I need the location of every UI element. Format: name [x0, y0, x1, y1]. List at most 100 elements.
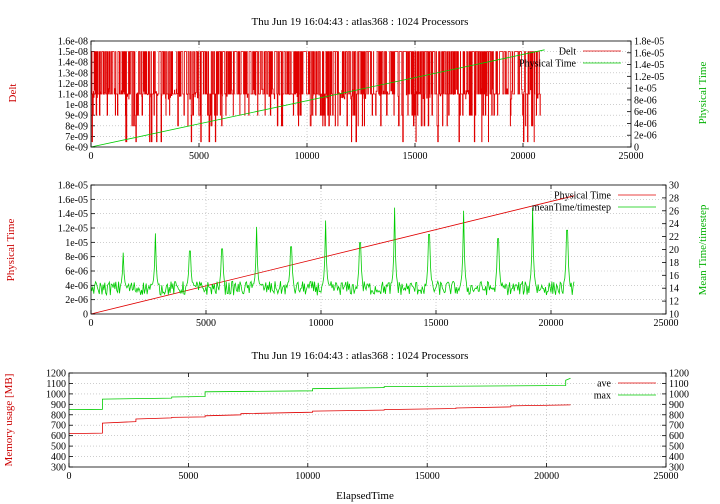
chart-2-y-tick-label: 1e-05 [65, 238, 88, 249]
chart-3-y-tick-label: 700 [51, 421, 66, 432]
chart-1-y-tick-label: 1.4e-08 [58, 58, 88, 69]
chart-1-y2-tick-label: 8e-06 [634, 95, 657, 106]
chart-2-y-tick-label: 1.2e-05 [58, 224, 88, 235]
chart-2-series-physical-time [90, 195, 575, 315]
chart-1-y-tick-label: 9e-09 [65, 111, 88, 122]
chart-3-y2-tick-label: 900 [669, 400, 684, 411]
chart-3-y2-tick-label: 300 [669, 463, 684, 474]
chart-3-series-max [68, 377, 571, 410]
chart-3-y2-tick-label: 1000 [669, 389, 689, 400]
chart-3-y2-tick-label: 800 [669, 410, 684, 421]
chart-2-x-tick-label: 0 [89, 318, 94, 329]
chart-1-x-tick-label: 20000 [511, 151, 536, 162]
chart-1-y2-tick-label: 1.2e-05 [634, 72, 664, 83]
chart-2-x-tick-label: 10000 [309, 318, 334, 329]
chart-1-x-tick-label: 25000 [619, 151, 644, 162]
chart-1-y2label: Physical Time [697, 62, 709, 125]
chart-2-y2-tick-label: 30 [669, 181, 679, 192]
chart-2: Physical Time Mean Time/timestep 0 5000 10… [5, 181, 709, 330]
chart-1-x-tick-label: 0 [89, 151, 94, 162]
chart-2-series-meantime-timestep [90, 207, 575, 297]
chart-1-x-tick-label: 5000 [189, 151, 209, 162]
chart-3-y-tick-label: 400 [51, 452, 66, 463]
chart-3-y-tick-label: 300 [51, 463, 66, 474]
chart-2-y-tick-label: 6e-06 [65, 267, 88, 278]
chart-2-y-tick-label: 8e-06 [65, 252, 88, 263]
chart-1-x-tick-label: 10000 [295, 151, 320, 162]
chart-1-title: Thu Jun 19 16:04:43 : atlas368 : 1024 Pr… [252, 16, 469, 28]
chart-3-x-tick-label: 20000 [534, 471, 559, 482]
chart-1-y-tick-label: 1e-08 [65, 100, 88, 111]
chart-2-y2-tick-label: 24 [669, 219, 679, 230]
chart-1-y-tick-label: 1.1e-08 [58, 90, 88, 101]
chart-3-y-tick-label: 1200 [46, 369, 66, 380]
chart-1-y2-tick-label: 1e-05 [634, 84, 657, 95]
chart-1-plot-area: 0 5000 10000 15000 20000 25000 6e-097e-098e-09… [58, 37, 665, 163]
chart-3-legend-label: max [594, 391, 611, 402]
chart-2-y-tick-label: 4e-06 [65, 281, 88, 292]
chart-1-y-tick-label: 1.5e-08 [58, 47, 88, 58]
chart-3-x-tick-label: 5000 [178, 471, 198, 482]
chart-3-title: Thu Jun 19 16:04:43 : atlas368 : 1024 Pr… [252, 350, 469, 362]
chart-2-y-tick-label: 1.4e-05 [58, 209, 88, 220]
chart-3-y2-tick-label: 500 [669, 442, 684, 453]
chart-3-y2-tick-label: 700 [669, 421, 684, 432]
chart-1-series-physical-time [90, 49, 545, 148]
chart-2-y-tick-label: 1.6e-05 [58, 195, 88, 206]
chart-1-y-tick-label: 6e-09 [65, 143, 88, 154]
chart-1-legend-label: Physical Time [519, 59, 577, 70]
chart-2-y2-tick-label: 28 [669, 193, 679, 204]
chart-2-x-tick-label: 5000 [196, 318, 216, 329]
chart-1-y-tick-label: 7e-09 [65, 132, 88, 143]
chart-2-y2-tick-label: 20 [669, 245, 679, 256]
chart-3-x-tick-label: 10000 [295, 471, 320, 482]
chart-1-y2-tick-label: 1.4e-05 [634, 60, 664, 71]
chart-2-ylabel: Physical Time [5, 219, 17, 282]
chart-2-y-tick-label: 0 [83, 310, 88, 321]
chart-2-y-tick-label: 1.8e-05 [58, 181, 88, 192]
chart-3-legend-label: ave [597, 379, 611, 390]
chart-2-y2label: Mean Time/timestep [697, 204, 709, 295]
chart-2-y2-tick-label: 22 [669, 232, 679, 243]
chart-3-y-tick-label: 500 [51, 442, 66, 453]
chart-3-y-tick-label: 800 [51, 410, 66, 421]
chart-2-y2-tick-label: 16 [669, 271, 679, 282]
chart-1-y2-tick-label: 1.6e-05 [634, 48, 664, 59]
chart-2-y2-tick-label: 26 [669, 206, 679, 217]
chart-1-ylabel: Delt [7, 84, 19, 103]
chart-2-y2-tick-label: 18 [669, 258, 679, 269]
chart-1-y-tick-label: 1.3e-08 [58, 68, 88, 79]
chart-3-xlabel: ElapsedTime [336, 490, 394, 502]
chart-3-ylabel: Memory usage [MB] [3, 374, 15, 467]
chart-1-y-tick-label: 1.6e-08 [58, 37, 88, 48]
chart-2-y2-tick-label: 14 [669, 284, 679, 295]
chart-1-x-tick-label: 15000 [403, 151, 428, 162]
chart-1-frame [90, 40, 632, 148]
chart-3-y-tick-label: 1100 [46, 379, 66, 390]
chart-1-y-tick-label: 8e-09 [65, 121, 88, 132]
chart-3-y2-tick-label: 400 [669, 452, 684, 463]
chart-3: Thu Jun 19 16:04:43 : atlas368 : 1024 Pr… [3, 350, 689, 502]
chart-2-frame [90, 184, 667, 315]
chart-3-x-tick-label: 0 [67, 471, 72, 482]
chart-2-plot-area: 0 5000 10000 15000 20000 25000 0 2e-06 4e-06 6e-0… [58, 181, 679, 330]
chart-3-x-tick-label: 25000 [654, 471, 679, 482]
chart-3-y2-tick-label: 1200 [669, 369, 689, 380]
chart-3-frame [68, 372, 667, 468]
chart-1: Thu Jun 19 16:04:43 : atlas368 : 1024 Pr… [7, 16, 709, 162]
chart-2-x-tick-label: 25000 [654, 318, 679, 329]
chart-3-y2-tick-label: 1100 [669, 379, 689, 390]
chart-2-y2-tick-label: 10 [669, 310, 679, 321]
chart-3-plot-area: 0 5000 10000 15000 20000 25000300400500600700… [46, 369, 689, 483]
chart-1-series-delt [91, 51, 541, 143]
chart-1-y2-tick-label: 1.8e-05 [634, 37, 664, 48]
chart-3-y-tick-label: 600 [51, 431, 66, 442]
chart-3-series-ave [68, 404, 571, 434]
chart-1-y2-tick-label: 6e-06 [634, 107, 657, 118]
chart-2-legend-label: Physical Time [554, 191, 612, 202]
chart-2-y2-tick-label: 12 [669, 297, 679, 308]
chart-3-x-tick-label: 15000 [415, 471, 440, 482]
chart-1-y2-tick-label: 4e-06 [634, 119, 657, 130]
chart-3-y-tick-label: 900 [51, 400, 66, 411]
